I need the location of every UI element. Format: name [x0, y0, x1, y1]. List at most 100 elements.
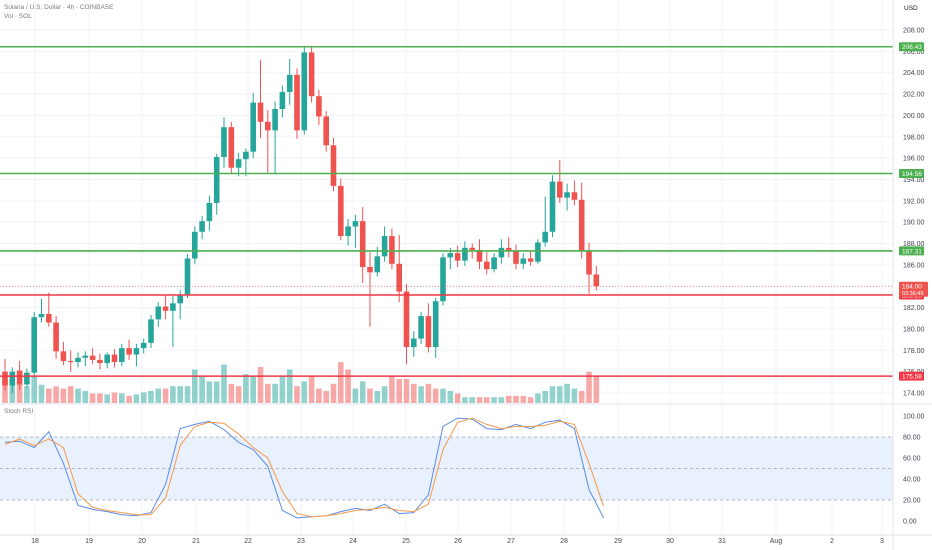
- stoch-rsi-lines: [4, 417, 605, 519]
- volume-bar: [418, 386, 424, 403]
- volume-bar: [53, 386, 59, 403]
- candle: [46, 292, 52, 327]
- candle-body: [170, 303, 176, 311]
- price-tick-label: 208.00: [903, 28, 925, 35]
- volume-bar: [60, 388, 67, 403]
- price-tick-label: 190.00: [903, 220, 925, 227]
- price-tick-label: 196.00: [903, 156, 925, 163]
- candle: [374, 246, 381, 277]
- candle-body: [432, 301, 439, 348]
- x-tick-label: 28: [560, 538, 568, 545]
- price-tick-label: 192.00: [903, 198, 925, 205]
- candlestick-series[interactable]: [2, 46, 600, 393]
- candle-body: [542, 231, 548, 243]
- candle-body: [257, 102, 264, 122]
- volume-bar: [111, 392, 118, 403]
- volume-legend: Vol · SOL: [4, 13, 32, 20]
- candle: [484, 252, 490, 275]
- volume-bars: [2, 362, 600, 403]
- price-tick-label: 206.00: [903, 49, 925, 56]
- candle: [308, 47, 315, 103]
- candle: [286, 58, 293, 105]
- candle: [396, 234, 402, 303]
- candle-body: [192, 231, 198, 259]
- candle-body: [411, 338, 417, 348]
- volume-bar: [286, 369, 293, 403]
- volume-bar: [403, 379, 410, 403]
- candle-body: [82, 355, 89, 358]
- level-price-label: 175.58: [902, 374, 922, 381]
- candle: [411, 331, 417, 357]
- candle-body: [447, 253, 454, 258]
- oscillator-title[interactable]: Stoch RSI: [4, 408, 34, 415]
- candle-body: [505, 247, 512, 252]
- candle: [571, 180, 578, 206]
- candle-body: [301, 52, 308, 131]
- candle-body: [265, 121, 271, 131]
- volume-bar: [235, 386, 242, 403]
- candle: [301, 46, 308, 135]
- candle-body: [75, 357, 81, 363]
- candle: [170, 295, 176, 348]
- volume-bar: [162, 388, 169, 403]
- volume-bar: [192, 369, 198, 403]
- candle: [111, 349, 118, 368]
- volume-bar: [206, 381, 213, 403]
- candle: [359, 207, 366, 284]
- candle-body: [67, 360, 74, 363]
- volume-bar: [338, 362, 344, 403]
- candle-body: [571, 192, 578, 200]
- candle: [75, 352, 81, 368]
- candle-body: [279, 91, 286, 110]
- candle: [294, 68, 300, 139]
- candle: [24, 368, 30, 388]
- horizontal-levels[interactable]: [0, 45, 893, 377]
- candle: [60, 341, 67, 366]
- volume-bar: [484, 397, 490, 403]
- volume-bar: [140, 392, 147, 403]
- candle-body: [389, 236, 395, 264]
- x-tick-label: 18: [31, 538, 39, 545]
- volume-bar: [46, 388, 52, 403]
- candle: [505, 237, 512, 258]
- volume-bar: [170, 386, 176, 403]
- currency-label[interactable]: USD: [904, 5, 918, 12]
- volume-bar: [16, 383, 23, 403]
- candle: [557, 160, 563, 203]
- volume-bar: [549, 386, 556, 403]
- x-tick-label: 2: [830, 538, 834, 545]
- volume-bar: [177, 386, 183, 403]
- volume-bar: [462, 397, 468, 403]
- candle: [440, 253, 446, 306]
- volume-bar: [527, 397, 534, 403]
- volume-bar: [257, 367, 264, 403]
- candle-body: [60, 351, 67, 361]
- candle-body: [316, 96, 322, 117]
- level-price-tag: [899, 371, 924, 381]
- candle: [67, 350, 74, 372]
- candle-body: [221, 127, 227, 158]
- candle-body: [206, 202, 213, 222]
- candle: [126, 339, 132, 360]
- candle: [155, 302, 162, 327]
- candle: [279, 85, 286, 118]
- candle: [542, 196, 548, 247]
- volume-bar: [593, 376, 600, 403]
- level-price-label: 194.56: [902, 171, 922, 178]
- volume-bar: [520, 395, 527, 403]
- candle-body: [294, 74, 300, 131]
- volume-bar: [148, 391, 154, 403]
- candle-body: [549, 181, 556, 232]
- candle-body: [578, 199, 585, 252]
- candle: [338, 178, 344, 241]
- volume-bar: [24, 386, 30, 403]
- volume-bar: [396, 379, 402, 403]
- volume-bar: [491, 397, 497, 403]
- volume-bar: [31, 376, 37, 403]
- candle-body: [24, 372, 30, 385]
- candle: [97, 353, 103, 370]
- level-price-tag: [899, 246, 924, 256]
- candle-body: [38, 313, 45, 318]
- symbol-title[interactable]: Solana / U.S. Dollar · 4h · COINBASE: [4, 4, 114, 11]
